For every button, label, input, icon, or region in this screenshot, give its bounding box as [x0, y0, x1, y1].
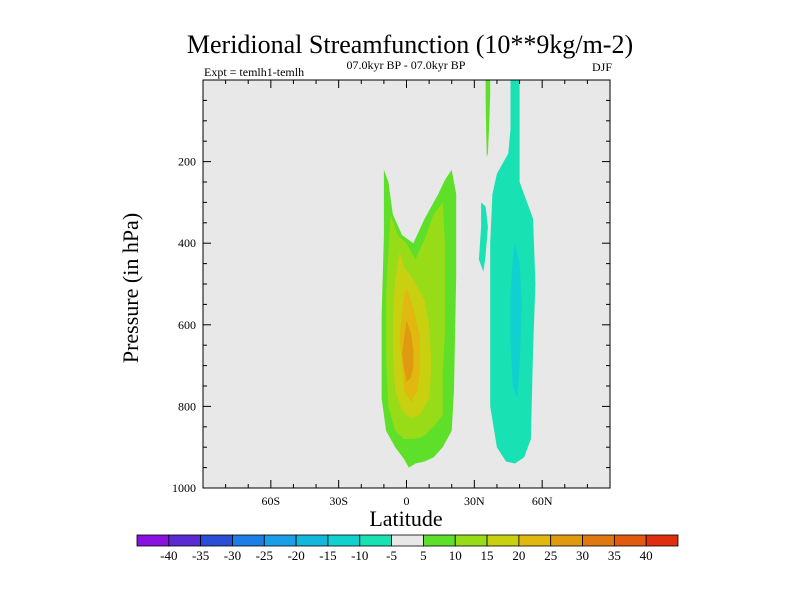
- colorbar-label: 5: [420, 548, 427, 563]
- y-tick-label: 400: [178, 236, 196, 250]
- colorbar-swatch: [136, 534, 170, 547]
- y-tick-label: 800: [178, 399, 196, 413]
- colorbar: -40 -35 -30 -25 -20 -15 -10 -5 5 10 15 20 25 30 35 40: [136, 534, 679, 563]
- colorbar-swatch: [486, 534, 520, 547]
- colorbar-label: 35: [608, 548, 621, 563]
- colorbar-swatch: [263, 534, 297, 547]
- colorbar-label: -5: [386, 548, 397, 563]
- colorbar-swatch: [200, 534, 233, 547]
- x-tick-label: 60N: [532, 494, 553, 508]
- x-axis-label: Latitude: [369, 506, 442, 531]
- y-tick-label: 600: [178, 318, 196, 332]
- colorbar-swatch: [582, 534, 615, 547]
- x-tick-label: 0: [404, 494, 410, 508]
- colorbar-label: -40: [160, 548, 177, 563]
- colorbar-swatch: [232, 534, 265, 547]
- contour-region-negative-10-core: [510, 243, 522, 399]
- colorbar-label: 20: [512, 548, 525, 563]
- plot-area: 60S 30S 0 30N 60N 200 400 600 800 1000: [172, 79, 611, 508]
- colorbar-label: -30: [224, 548, 241, 563]
- colorbar-label: 10: [449, 548, 462, 563]
- colorbar-label: -20: [287, 548, 304, 563]
- colorbar-swatch: [359, 534, 392, 547]
- colorbar-swatch: [454, 534, 488, 547]
- colorbar-swatch: [645, 534, 679, 547]
- colorbar-label: 15: [481, 548, 494, 563]
- colorbar-label: -35: [192, 548, 209, 563]
- chart-title: Meridional Streamfunction (10**9kg/m-2): [187, 30, 633, 59]
- colorbar-label: 30: [576, 548, 589, 563]
- colorbar-swatch: [295, 534, 329, 547]
- colorbar-swatch: [613, 534, 647, 547]
- colorbar-label: 40: [640, 548, 653, 563]
- colorbar-swatch: [168, 534, 202, 547]
- y-tick-label: 1000: [172, 481, 196, 495]
- y-tick-label: 200: [178, 155, 196, 169]
- colorbar-swatch: [423, 534, 456, 547]
- colorbar-swatch: [327, 534, 361, 547]
- x-tick-label: 30N: [464, 494, 485, 508]
- colorbar-label: 25: [544, 548, 557, 563]
- y-axis-label: Pressure (in hPa): [118, 213, 143, 363]
- colorbar-label: -25: [256, 548, 273, 563]
- colorbar-label: -15: [319, 548, 336, 563]
- subtitle-left: Expt = temlh1-temlh: [204, 65, 304, 79]
- subtitle-right: DJF: [592, 60, 612, 74]
- subtitle-center: 07.0kyr BP - 07.0kyr BP: [347, 58, 466, 72]
- contour-region-positive-5-strip: [485, 80, 491, 158]
- contour-region-positive-25: [402, 320, 414, 382]
- contour-region-negative-5-patch: [478, 202, 488, 272]
- colorbar-swatch: [391, 534, 424, 547]
- x-tick-label: 30S: [329, 494, 348, 508]
- colorbar-swatch: [518, 534, 552, 547]
- colorbar-swatch: [550, 534, 583, 547]
- x-tick-label: 60S: [261, 494, 280, 508]
- colorbar-label: -10: [351, 548, 368, 563]
